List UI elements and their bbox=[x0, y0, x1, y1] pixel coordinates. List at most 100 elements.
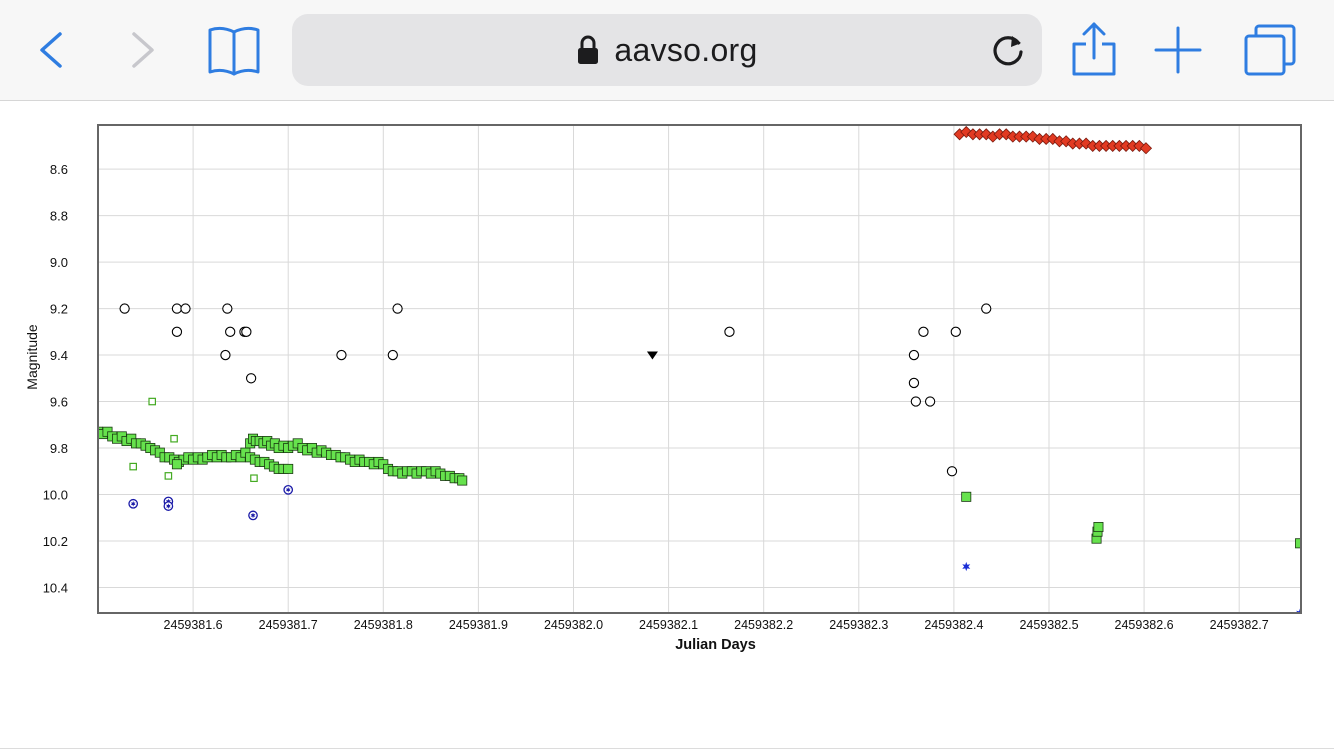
data-point-open-circle bbox=[910, 396, 921, 407]
x-tick-label: 2459382.2 bbox=[734, 618, 793, 632]
data-point-star-core bbox=[285, 487, 291, 493]
data-point-circled-star bbox=[128, 498, 139, 509]
browser-toolbar: aavso.org bbox=[0, 0, 1334, 101]
x-tick-label: 2459382.0 bbox=[544, 618, 603, 632]
x-tick-label: 2459381.8 bbox=[354, 618, 413, 632]
y-tick-label: 9.6 bbox=[50, 395, 68, 410]
plus-icon bbox=[1154, 26, 1202, 74]
series-open-circle bbox=[119, 303, 992, 477]
plot-frame bbox=[97, 124, 1302, 614]
series-open-square bbox=[129, 397, 258, 483]
data-point-open-circle bbox=[222, 303, 233, 314]
data-point-open-circle bbox=[241, 326, 252, 337]
data-point-square bbox=[961, 491, 972, 502]
x-tick-label: 2459381.7 bbox=[259, 618, 318, 632]
share-button[interactable] bbox=[1062, 18, 1126, 82]
x-tick-label: 2459382.5 bbox=[1019, 618, 1078, 632]
data-point-star bbox=[1296, 608, 1301, 613]
chevron-right-icon bbox=[132, 32, 154, 68]
light-curve-chart: 2459381.6 2459381.7 2459381.8 2459381.9 2459… bbox=[0, 101, 1334, 750]
y-tick-label: 9.2 bbox=[50, 302, 68, 317]
data-point-open-circle bbox=[908, 349, 920, 361]
data-point-open-circle bbox=[336, 349, 347, 361]
data-point-open-circle bbox=[220, 349, 231, 361]
data-point-open-circle bbox=[724, 326, 735, 337]
series-filled-star bbox=[962, 561, 1301, 613]
data-point-star-core bbox=[165, 503, 171, 509]
data-point-open-square bbox=[129, 462, 137, 471]
data-point-open-circle bbox=[981, 303, 992, 314]
series-filled-diamond bbox=[953, 125, 1153, 155]
grid-lines bbox=[98, 125, 1301, 613]
series-filled-triangle-down bbox=[646, 351, 658, 360]
data-point-star bbox=[962, 561, 971, 572]
share-icon bbox=[1072, 22, 1116, 76]
x-tick-label: 2459382.6 bbox=[1115, 618, 1174, 632]
y-tick-label: 8.6 bbox=[50, 162, 68, 177]
y-tick-label: 9.0 bbox=[50, 255, 68, 270]
url-text: aavso.org bbox=[614, 31, 758, 68]
data-point-open-square bbox=[170, 434, 178, 443]
book-icon bbox=[208, 26, 260, 76]
data-layer bbox=[98, 125, 1301, 613]
data-point-triangle bbox=[646, 351, 658, 360]
data-point-open-square bbox=[250, 474, 258, 483]
bookmarks-button[interactable] bbox=[202, 18, 266, 82]
x-tick-labels: 2459381.6 2459381.7 2459381.8 2459381.9 2459… bbox=[164, 618, 1269, 632]
light-curve-svg: 2459381.6 2459381.7 2459381.8 2459381.9 2459… bbox=[24, 124, 1302, 653]
reload-icon[interactable] bbox=[988, 30, 1028, 70]
data-point-open-circle bbox=[225, 326, 236, 337]
data-point-star-core bbox=[130, 500, 136, 507]
y-tick-label: 10.4 bbox=[43, 580, 68, 595]
data-point-star-core bbox=[250, 512, 256, 519]
data-point-open-circle bbox=[918, 326, 929, 337]
data-point-circled-star bbox=[163, 501, 174, 511]
x-tick-label: 2459381.6 bbox=[164, 618, 223, 632]
x-tick-label: 2459382.7 bbox=[1210, 618, 1269, 632]
data-point-open-circle bbox=[180, 303, 191, 314]
x-tick-label: 2459382.3 bbox=[829, 618, 888, 632]
address-bar[interactable]: aavso.org bbox=[292, 14, 1042, 86]
lock-icon bbox=[578, 35, 599, 64]
y-tick-label: 8.8 bbox=[50, 209, 68, 224]
data-point-square bbox=[171, 459, 182, 470]
tabs-button[interactable] bbox=[1238, 18, 1302, 82]
data-point-circled-star bbox=[283, 484, 294, 495]
data-point-square bbox=[1093, 522, 1104, 533]
data-point-open-circle bbox=[387, 349, 398, 361]
series-circled-star bbox=[128, 484, 294, 521]
data-point-square bbox=[457, 475, 468, 486]
data-point-open-circle bbox=[924, 396, 936, 407]
new-tab-button[interactable] bbox=[1146, 18, 1210, 82]
y-tick-label: 10.2 bbox=[43, 534, 68, 549]
data-point-open-circle bbox=[946, 466, 958, 477]
series-filled-square bbox=[98, 426, 1301, 549]
data-point-open-circle bbox=[171, 303, 183, 314]
data-point-square bbox=[283, 463, 294, 474]
data-point-open-square bbox=[164, 472, 173, 480]
y-tick-label: 10.0 bbox=[43, 487, 68, 502]
x-tick-label: 2459382.1 bbox=[639, 618, 698, 632]
y-tick-label: 9.8 bbox=[50, 441, 68, 456]
plot-area bbox=[98, 125, 1301, 613]
data-point-open-circle bbox=[171, 326, 183, 337]
x-axis-label: Julian Days bbox=[675, 637, 756, 653]
data-point-open-circle bbox=[950, 326, 961, 337]
tabs-icon bbox=[1244, 24, 1296, 76]
data-point-diamond bbox=[1139, 142, 1153, 155]
y-axis-label: Magnitude bbox=[24, 324, 40, 390]
data-point-open-square bbox=[148, 397, 157, 406]
page-divider bbox=[0, 748, 1334, 749]
data-point-circled-star bbox=[248, 510, 258, 521]
x-tick-label: 2459381.9 bbox=[449, 618, 508, 632]
forward-button[interactable] bbox=[110, 18, 174, 82]
y-tick-labels: 8.6 8.8 9.0 9.2 9.4 9.6 9.8 10.0 10.2 10.4 bbox=[43, 162, 68, 595]
y-tick-label: 9.4 bbox=[50, 348, 68, 363]
data-point-open-circle bbox=[245, 373, 257, 384]
data-point-open-circle bbox=[392, 303, 403, 314]
x-tick-label: 2459382.4 bbox=[924, 618, 983, 632]
chevron-left-icon bbox=[40, 32, 62, 68]
data-point-open-circle bbox=[908, 377, 920, 389]
data-point-open-circle bbox=[119, 303, 130, 314]
back-button[interactable] bbox=[20, 18, 84, 82]
